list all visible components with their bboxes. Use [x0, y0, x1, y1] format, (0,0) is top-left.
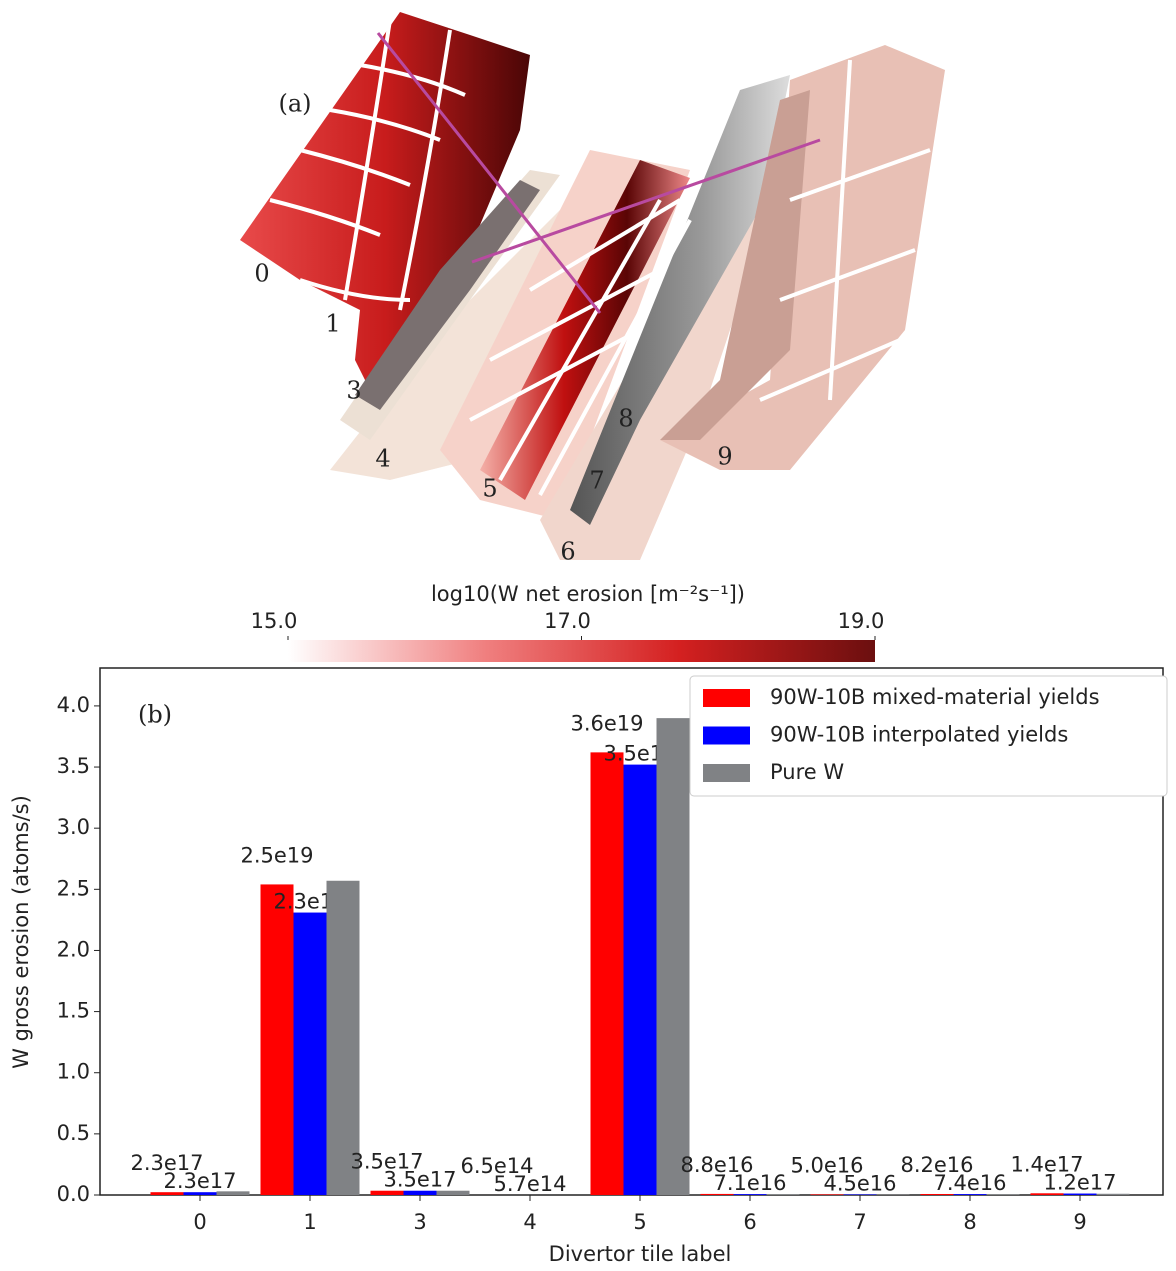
x-tick-label: 6 — [743, 1210, 756, 1234]
x-tick-label: 0 — [193, 1210, 206, 1234]
x-tick-label: 4 — [523, 1210, 536, 1234]
bar — [261, 884, 294, 1195]
data-label: 1.2e17 — [1043, 1171, 1116, 1195]
bar — [657, 718, 690, 1195]
bar — [591, 752, 624, 1195]
legend-swatch — [703, 689, 750, 707]
bar — [217, 1191, 250, 1195]
y-axis-label: W gross erosion (atoms/s) — [9, 795, 33, 1069]
bar — [1097, 1194, 1130, 1195]
legend-swatch — [703, 727, 750, 745]
colorbar-title: log10(W net erosion [m⁻²s⁻¹]) — [431, 582, 745, 606]
panel-label: (a) — [278, 90, 311, 118]
bar — [987, 1194, 1020, 1195]
y-tick-label: 3.0 — [57, 815, 90, 839]
x-tick-label: 1 — [303, 1210, 316, 1234]
tile-label: 5 — [482, 475, 497, 503]
data-label: 2.3e17 — [163, 1169, 236, 1193]
data-label: 4.5e16 — [823, 1171, 896, 1195]
colorbar — [288, 640, 875, 662]
y-tick-label: 1.0 — [57, 1060, 90, 1084]
tile-label: 0 — [254, 260, 269, 288]
x-axis-label: Divertor tile label — [549, 1242, 732, 1266]
data-label: 5.7e14 — [493, 1172, 566, 1196]
x-tick-label: 7 — [853, 1210, 866, 1234]
x-tick-label: 3 — [413, 1210, 426, 1234]
colorbar-tick-label: 19.0 — [838, 609, 885, 633]
legend-label: 90W-10B mixed-material yields — [770, 685, 1100, 709]
x-tick-label: 9 — [1073, 1210, 1086, 1234]
bar — [327, 881, 360, 1195]
legend-label: Pure W — [770, 760, 844, 784]
figure: (a) log10(W net erosion [m⁻²s⁻¹]) (b) Di… — [0, 0, 1176, 1271]
bar — [624, 765, 657, 1195]
tile-label: 8 — [618, 405, 633, 433]
data-label: 3.6e19 — [570, 711, 643, 735]
tile-label: 4 — [375, 445, 390, 473]
legend-label: 90W-10B interpolated yields — [770, 723, 1068, 747]
tile-label: 3 — [346, 377, 361, 405]
y-tick-label: 0.0 — [57, 1182, 90, 1206]
colorbar-tick-label: 17.0 — [544, 609, 591, 633]
bar — [294, 913, 327, 1195]
colorbar-tick-label: 15.0 — [251, 609, 298, 633]
data-label: 3.5e17 — [383, 1168, 456, 1192]
data-label: 7.1e16 — [713, 1171, 786, 1195]
tile-label: 9 — [717, 443, 732, 471]
tile-label: 6 — [560, 538, 575, 566]
y-tick-label: 2.5 — [57, 876, 90, 900]
x-tick-label: 8 — [963, 1210, 976, 1234]
tile-label: 7 — [589, 467, 604, 495]
panel-label: (b) — [138, 701, 172, 729]
data-label: 2.5e19 — [240, 843, 313, 867]
bar — [767, 1194, 800, 1195]
tile-label: 1 — [325, 310, 340, 338]
data-label: 7.4e16 — [933, 1171, 1006, 1195]
y-tick-label: 3.5 — [57, 754, 90, 778]
y-tick-label: 4.0 — [57, 693, 90, 717]
y-tick-label: 0.5 — [57, 1121, 90, 1145]
bar — [437, 1191, 470, 1195]
y-tick-label: 2.0 — [57, 937, 90, 961]
legend-swatch — [703, 764, 750, 782]
x-tick-label: 5 — [633, 1210, 646, 1234]
y-tick-label: 1.5 — [57, 999, 90, 1023]
